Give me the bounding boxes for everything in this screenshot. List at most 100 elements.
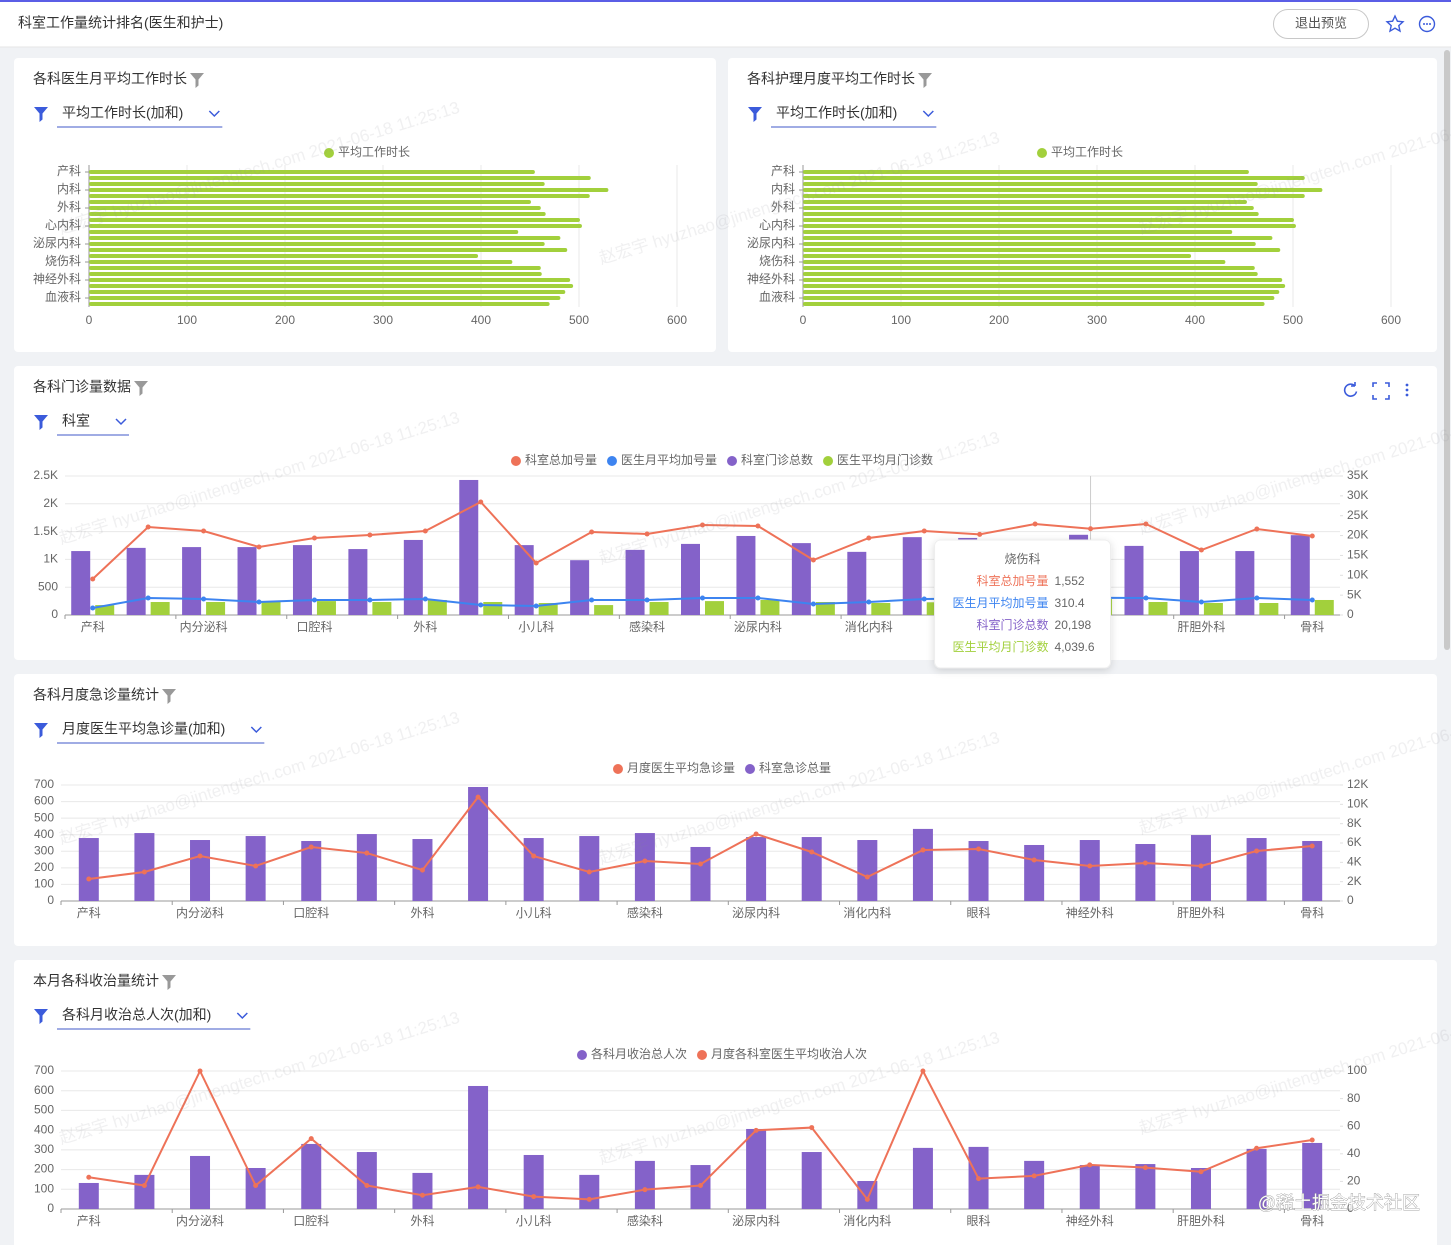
filter-select[interactable]: 月度医生平均急诊量(加和) bbox=[34, 721, 265, 744]
more-icon-dot[interactable] bbox=[1405, 393, 1409, 397]
bar bbox=[803, 272, 1258, 276]
filter-select[interactable]: 平均工作时长(加和) bbox=[748, 105, 937, 128]
y-tick-label: 心内科 bbox=[45, 218, 81, 232]
bar bbox=[1302, 841, 1323, 901]
filter-select[interactable]: 科室 bbox=[34, 413, 129, 436]
line-point bbox=[976, 1176, 982, 1182]
chart-title: 各科月度急诊量统计 bbox=[33, 687, 159, 703]
x-tick-label: 感染科 bbox=[627, 905, 663, 920]
refresh-icon[interactable] bbox=[1343, 382, 1358, 397]
bar bbox=[803, 248, 1281, 252]
fullscreen-icon[interactable] bbox=[1372, 382, 1390, 400]
bar bbox=[968, 841, 989, 901]
bar bbox=[801, 1152, 822, 1209]
x-tick-label: 神经外科 bbox=[1066, 1214, 1114, 1228]
exit-preview-button[interactable] bbox=[1273, 9, 1369, 39]
line-point bbox=[810, 601, 816, 607]
bar bbox=[523, 1154, 544, 1209]
more-icon-dot[interactable] bbox=[1405, 383, 1409, 387]
bar bbox=[89, 242, 545, 246]
bar bbox=[89, 248, 568, 252]
x-tick-label: 口腔科 bbox=[293, 905, 329, 920]
x-tick-label: 100 bbox=[177, 313, 197, 327]
line-point bbox=[531, 1194, 537, 1200]
bar bbox=[538, 603, 558, 615]
legend-label: 科室门诊总数 bbox=[741, 452, 813, 467]
line-point bbox=[145, 524, 151, 530]
x-tick-label: 口腔科 bbox=[293, 1213, 329, 1228]
bar bbox=[89, 266, 541, 270]
panel-background bbox=[728, 58, 1437, 352]
exit-preview-label[interactable]: 退出预览 bbox=[1295, 15, 1347, 30]
tooltip-box bbox=[934, 539, 1112, 669]
bar bbox=[803, 266, 1255, 270]
bar bbox=[89, 272, 542, 276]
line-point bbox=[141, 1183, 147, 1189]
bar bbox=[803, 236, 1273, 240]
scrollbar-thumb[interactable] bbox=[1444, 50, 1450, 650]
y2-tick-label: 100 bbox=[1347, 1063, 1367, 1077]
page-title: 科室工作量统计排名(医生和护士) bbox=[18, 15, 223, 31]
filter-icon bbox=[34, 415, 48, 430]
bar bbox=[468, 786, 489, 901]
bar bbox=[89, 302, 550, 306]
x-tick-label: 感染科 bbox=[627, 1213, 663, 1228]
x-tick-label: 500 bbox=[569, 313, 589, 327]
y2-tick-label: 8K bbox=[1347, 816, 1362, 830]
x-tick-label: 肝胆外科 bbox=[1177, 620, 1225, 634]
bar bbox=[1024, 1160, 1045, 1209]
y-tick-label: 烧伤科 bbox=[759, 254, 795, 268]
bar bbox=[182, 547, 202, 615]
legend-label: 平均工作时长 bbox=[338, 145, 410, 159]
favorite-icon[interactable] bbox=[1385, 14, 1405, 33]
header: 科室工作量统计排名(医生和护士) 退出预览 bbox=[0, 0, 1451, 48]
bar bbox=[1124, 545, 1144, 615]
comment-icon[interactable] bbox=[1418, 15, 1436, 33]
bar bbox=[579, 836, 600, 901]
bar bbox=[89, 284, 574, 288]
line-point bbox=[698, 1183, 703, 1189]
x-tick-label: 感染科 bbox=[629, 619, 665, 634]
bar bbox=[803, 284, 1286, 288]
y-tick-label: 2.5K bbox=[33, 468, 58, 482]
y-tick-label: 内科 bbox=[57, 182, 81, 196]
y2-tick-label: 12K bbox=[1347, 777, 1368, 791]
bar bbox=[89, 218, 580, 222]
x-tick-label: 产科 bbox=[77, 1214, 101, 1228]
line-point bbox=[644, 531, 650, 537]
bar bbox=[89, 176, 591, 180]
x-tick-label: 400 bbox=[1185, 313, 1205, 327]
y2-tick-label: 0 bbox=[1347, 607, 1354, 621]
bar bbox=[803, 260, 1226, 264]
x-tick-label: 0 bbox=[86, 313, 93, 327]
x-tick-label: 100 bbox=[891, 313, 911, 327]
line-point bbox=[866, 535, 872, 541]
y-tick-label: 神经外科 bbox=[747, 272, 795, 286]
bar bbox=[301, 841, 322, 901]
bar bbox=[912, 1147, 933, 1209]
legend: 月度医生平均急诊量 科室急诊总量 bbox=[612, 760, 831, 775]
line-point bbox=[197, 1068, 203, 1074]
x-tick-label: 产科 bbox=[81, 620, 105, 634]
filter-select[interactable]: 平均工作时长(加和) bbox=[34, 105, 223, 128]
line-point bbox=[755, 595, 761, 601]
line-point bbox=[531, 853, 537, 859]
legend-swatch bbox=[612, 764, 623, 774]
filter-select[interactable]: 各科月收治总人次(加和) bbox=[34, 1007, 251, 1030]
line-point bbox=[1198, 547, 1204, 553]
y-tick-label: 血液科 bbox=[759, 289, 795, 304]
line-point bbox=[642, 858, 648, 864]
more-icon-dot[interactable] bbox=[1405, 388, 1409, 392]
line-point bbox=[475, 794, 481, 800]
filter-chevron bbox=[115, 418, 127, 426]
line-point bbox=[866, 599, 872, 605]
legend-label: 医生平均月门诊数 bbox=[837, 452, 933, 467]
bar bbox=[681, 543, 700, 615]
y2-tick-label: 30K bbox=[1347, 488, 1368, 502]
line-point bbox=[367, 597, 373, 603]
line-point bbox=[1309, 843, 1315, 849]
bar bbox=[71, 551, 91, 615]
